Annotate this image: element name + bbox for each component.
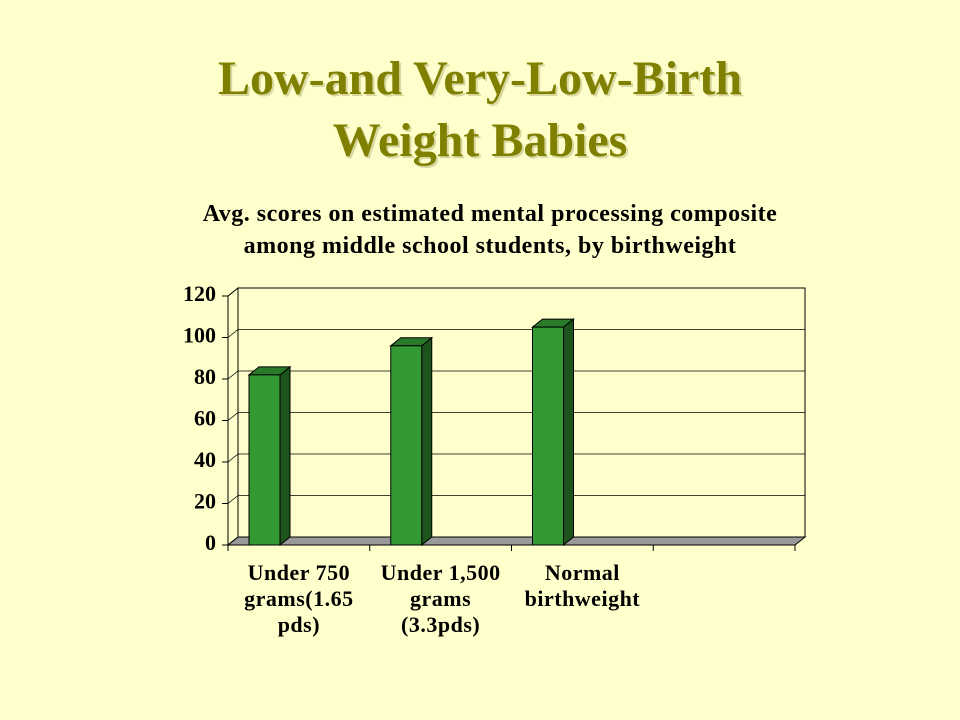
x-tick-label: Normal birthweight	[524, 560, 641, 611]
y-tick-label: 40	[194, 447, 216, 472]
grid-line	[227, 287, 239, 297]
bar-side	[279, 365, 291, 547]
floor	[226, 536, 807, 546]
x-tick-label: Under 750 grams(1.65 pds)	[244, 560, 354, 637]
y-tick-label: 100	[183, 323, 216, 348]
y-tick-label: 60	[194, 406, 216, 431]
y-tick-label: 0	[205, 530, 216, 555]
bar	[390, 345, 423, 546]
grid-line	[227, 370, 239, 380]
grid-line	[227, 412, 239, 421]
grid-line	[227, 495, 239, 504]
grid-line	[227, 453, 239, 463]
bar-side	[421, 336, 433, 547]
bar-side	[563, 318, 574, 547]
grid-line	[227, 536, 239, 546]
y-tick-label: 80	[194, 364, 216, 389]
bar	[532, 326, 564, 546]
bar	[248, 374, 281, 546]
x-tick-label: Under 1,500 grams (3.3pds)	[380, 560, 501, 637]
chart-title: Avg. scores on estimated mental processi…	[202, 201, 778, 259]
slide-title: Low-and Very-Low-Birth Weight Babies	[217, 52, 743, 167]
y-tick-label: 120	[183, 281, 216, 306]
grid-line	[227, 329, 239, 338]
y-tick-label: 20	[194, 489, 216, 514]
